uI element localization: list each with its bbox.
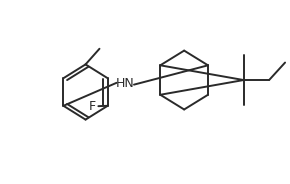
- Text: HN: HN: [116, 77, 135, 90]
- Text: F: F: [89, 100, 96, 113]
